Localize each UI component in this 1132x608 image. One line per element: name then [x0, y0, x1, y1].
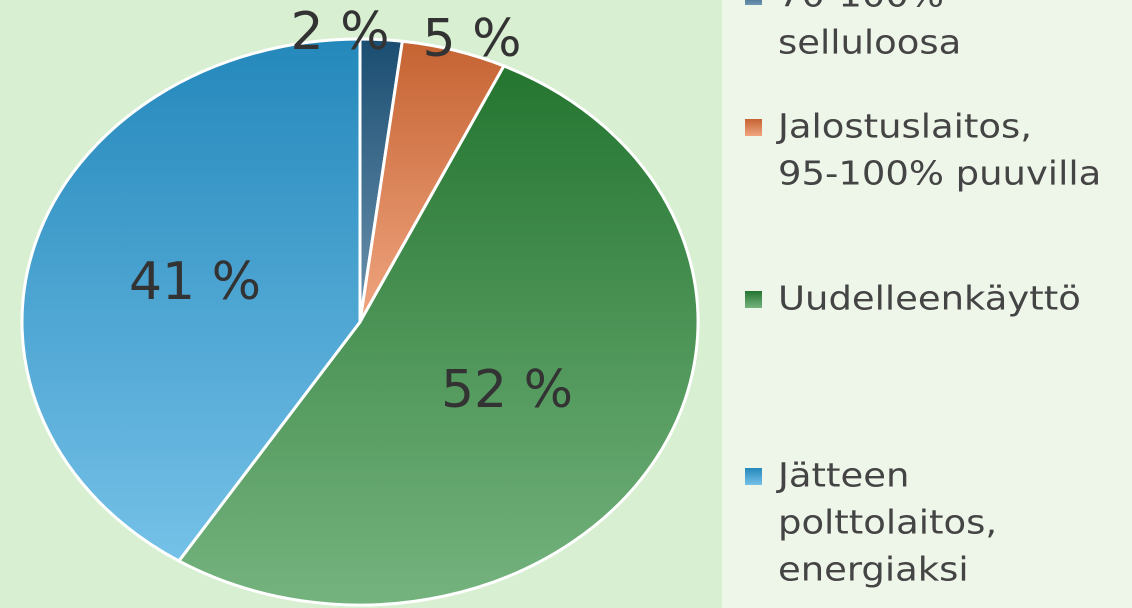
slice	[20, 37, 362, 563]
legend-swatch	[745, 468, 762, 485]
legend-swatch	[745, 291, 762, 308]
slice-label: 5 %	[422, 9, 521, 69]
legend-label: Jätteen polttolaitos, energiaksi	[776, 456, 997, 589]
legend: 70-100%selluloosa Jalostuslaitos,95-100% …	[745, 0, 1101, 589]
legend-swatch	[745, 119, 762, 136]
legend-panel	[722, 0, 1132, 608]
slice-label: 52 %	[441, 360, 573, 420]
pie: 2 % 5 % 52 % 41 %	[20, 2, 700, 607]
legend-label: 70-100%selluloosa	[778, 0, 961, 62]
legend-swatch	[745, 0, 762, 5]
legend-label: Jalostuslaitos, 95-100% puuvilla	[776, 107, 1101, 193]
slice-label: 41 %	[129, 252, 261, 312]
slice-label: 2 %	[290, 2, 389, 62]
slice	[176, 64, 700, 607]
legend-label: Uudelleenkäyttö	[778, 279, 1081, 318]
